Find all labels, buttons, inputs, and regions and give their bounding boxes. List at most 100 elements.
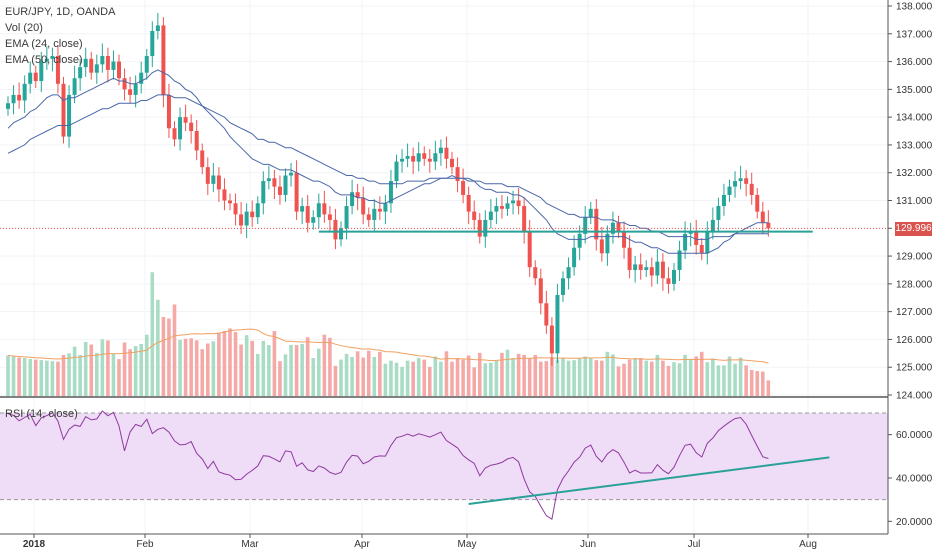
volume-bar bbox=[505, 349, 510, 396]
volume-bar bbox=[228, 328, 232, 396]
volume-bar bbox=[694, 356, 698, 396]
candle-body bbox=[33, 72, 38, 82]
volume-bar bbox=[194, 340, 199, 396]
candle-body bbox=[400, 158, 405, 162]
volume-bar bbox=[300, 344, 304, 396]
volume-bar bbox=[661, 360, 665, 396]
candle-body bbox=[144, 56, 149, 73]
rsi-tick-label: 60.0000 bbox=[896, 430, 932, 441]
volume-bar bbox=[217, 332, 221, 396]
candle-body bbox=[311, 217, 316, 223]
candle-body bbox=[250, 211, 255, 218]
candle-body bbox=[211, 175, 216, 184]
volume-bar bbox=[61, 354, 66, 396]
candle-body bbox=[133, 83, 138, 95]
volume-bar bbox=[755, 371, 760, 396]
candle-body bbox=[710, 219, 715, 232]
candle-body bbox=[277, 186, 282, 195]
price-tick-label: 127.000 bbox=[896, 307, 932, 318]
candle-body bbox=[716, 206, 721, 220]
volume-bar bbox=[400, 366, 404, 396]
volume-bar bbox=[289, 345, 293, 396]
time-tick-label: Aug bbox=[799, 539, 817, 550]
candle-body bbox=[139, 72, 144, 84]
volume-bar bbox=[489, 362, 493, 396]
volume-bar bbox=[683, 354, 687, 396]
candle-body bbox=[150, 31, 155, 57]
volume-bar bbox=[272, 331, 277, 396]
candle-body bbox=[672, 269, 676, 284]
candle-body bbox=[11, 94, 16, 104]
volume-bar bbox=[522, 354, 526, 396]
volume-bar bbox=[139, 344, 143, 396]
candle-body bbox=[583, 217, 588, 234]
price-tick-label: 128.000 bbox=[896, 279, 932, 290]
candle-body bbox=[466, 194, 471, 212]
ema-50-legend: EMA (50, close) bbox=[5, 54, 83, 66]
candle-body bbox=[300, 206, 305, 212]
candle-body bbox=[183, 117, 188, 123]
volume-bar bbox=[450, 361, 454, 396]
candle-body bbox=[322, 203, 327, 215]
candle-body bbox=[205, 167, 210, 184]
candle-body bbox=[172, 128, 177, 140]
volume-bar bbox=[527, 358, 532, 396]
volume-bar bbox=[650, 361, 654, 396]
candle-body bbox=[499, 206, 504, 209]
candle-body bbox=[450, 158, 454, 168]
volume-bar bbox=[250, 340, 254, 396]
last-price-badge: 129.996 bbox=[895, 222, 932, 236]
volume-bar bbox=[550, 357, 554, 396]
volume-bar bbox=[117, 359, 121, 396]
candle-body bbox=[89, 58, 94, 73]
volume-bar bbox=[144, 334, 149, 396]
price-tick-label: 134.000 bbox=[896, 113, 932, 124]
volume-bar bbox=[561, 358, 565, 396]
candlesticks bbox=[6, 12, 771, 366]
volume-bar bbox=[716, 365, 721, 396]
volume-bar bbox=[705, 362, 710, 396]
volume-bar bbox=[422, 359, 427, 396]
price-tick-label: 126.000 bbox=[896, 335, 932, 346]
candle-body bbox=[327, 214, 332, 220]
volume-bar bbox=[178, 339, 182, 396]
volume-bar bbox=[22, 358, 27, 396]
volume-bar bbox=[744, 365, 748, 396]
candle-body bbox=[72, 78, 77, 95]
candle-body bbox=[216, 175, 221, 190]
candle-body bbox=[494, 206, 499, 212]
volume-bar bbox=[56, 361, 60, 396]
candle-body bbox=[461, 181, 466, 195]
volume-bar bbox=[122, 342, 127, 396]
volume-bar bbox=[100, 339, 105, 396]
volume-bar bbox=[444, 351, 449, 396]
volume-bar bbox=[167, 318, 171, 396]
volume-bar bbox=[389, 360, 393, 396]
volume-bar bbox=[638, 358, 643, 396]
volume-legend: Vol (20) bbox=[5, 22, 43, 34]
candle-body bbox=[39, 61, 44, 82]
candle-body bbox=[522, 206, 527, 232]
candle-body bbox=[644, 267, 649, 270]
volume-bar bbox=[483, 363, 488, 396]
candle-body bbox=[355, 192, 360, 198]
volume-bar bbox=[372, 357, 377, 396]
candle-body bbox=[339, 228, 343, 240]
candle-body bbox=[178, 117, 183, 140]
candle-body bbox=[55, 56, 60, 84]
candle-body bbox=[388, 181, 393, 204]
volume-bar bbox=[605, 351, 610, 396]
volume-bar bbox=[733, 363, 737, 396]
candle-body bbox=[361, 197, 366, 215]
candle-body bbox=[78, 67, 83, 79]
candle-body bbox=[239, 214, 244, 226]
volume-bar bbox=[6, 355, 10, 396]
candle-body bbox=[605, 233, 610, 254]
candle-body bbox=[17, 94, 22, 101]
volume-bar bbox=[150, 272, 155, 396]
volume-bar bbox=[350, 357, 354, 396]
volume-bar bbox=[761, 371, 765, 396]
volume-bar bbox=[749, 370, 754, 396]
candle-body bbox=[6, 103, 10, 109]
